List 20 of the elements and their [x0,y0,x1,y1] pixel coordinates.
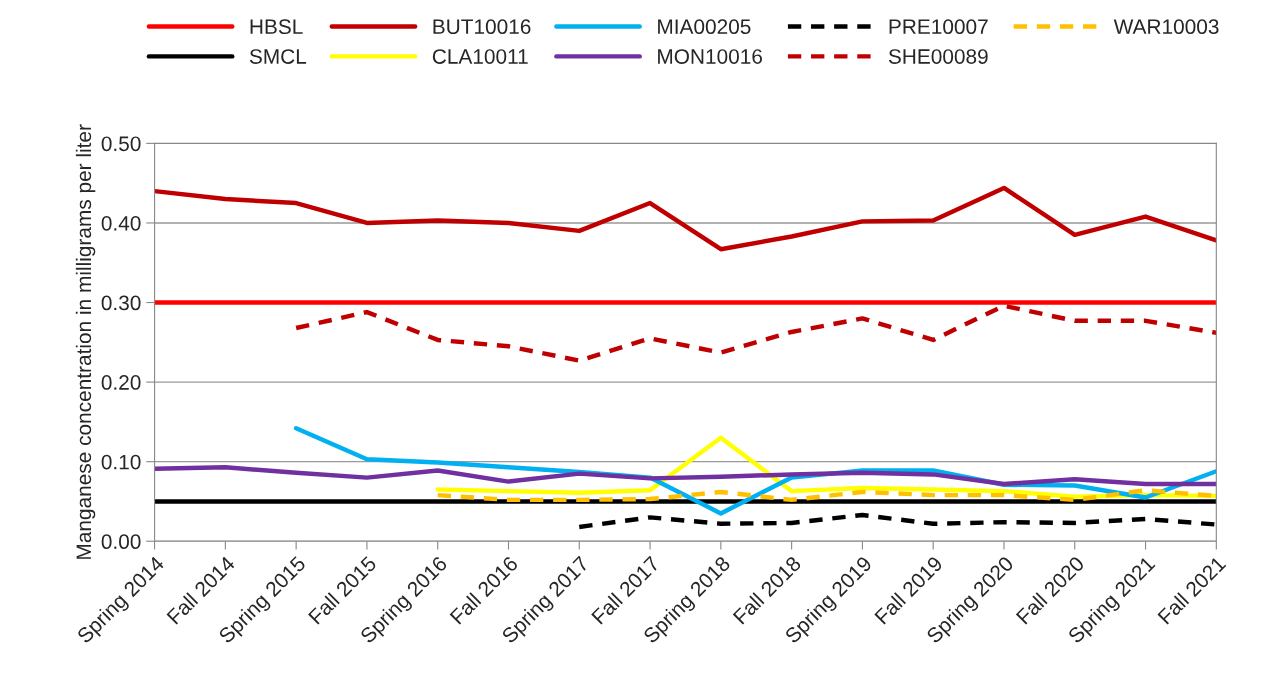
y-tick-label: 0.20 [101,375,141,390]
line-series [154,185,1217,252]
line-series [154,465,1217,487]
legend-label: MON10016 [658,49,763,64]
legend-label: SMCL [249,49,307,64]
legend-label: BUT10016 [433,19,531,35]
y-axis-title: Manganese concentration in milligrams per liter [75,124,96,559]
legend-label: MIA00205 [658,19,751,35]
legend-label: CLA10011 [432,49,528,64]
line-series [577,512,1217,530]
y-tick-label: 0.00 [101,534,141,550]
legend-label: SHE00089 [888,49,988,64]
legend-label: HBSL [250,19,303,35]
y-tick-label: 0.30 [101,295,141,311]
line-series [293,303,1217,363]
y-tick-label: 0.50 [101,136,141,152]
y-tick-label: 0.40 [101,215,141,231]
y-tick-label: 0.10 [101,454,141,470]
legend-label: WAR10003 [1113,19,1219,35]
legend-label: PRE10007 [889,19,988,35]
